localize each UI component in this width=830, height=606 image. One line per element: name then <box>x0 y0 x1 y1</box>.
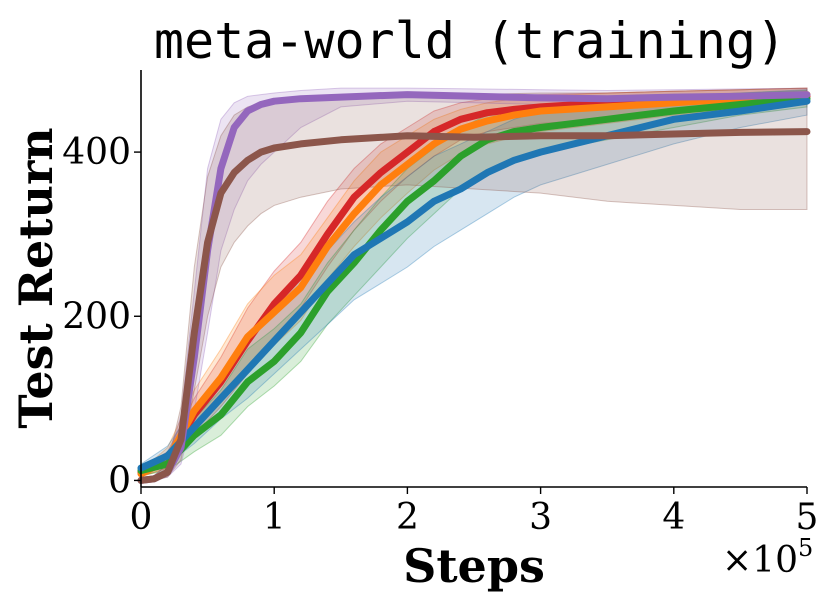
x-tick-label: 4 <box>662 497 685 538</box>
band-series-3 <box>140 89 808 477</box>
y-ticks: 0 200 400 <box>62 132 141 501</box>
confidence-bands <box>140 87 808 481</box>
x-tick-label: 5 <box>796 497 819 538</box>
y-tick-label: 0 <box>108 460 131 501</box>
x-multiplier-base: ×10 <box>722 540 798 581</box>
chart-title: meta-world (training) <box>154 12 786 70</box>
band-series-6 <box>140 87 808 481</box>
x-multiplier-exponent: 5 <box>798 534 813 562</box>
x-tick-label: 0 <box>130 497 153 538</box>
series-lines <box>137 91 811 484</box>
x-axis-label: Steps <box>403 539 545 593</box>
x-multiplier: ×105 <box>722 534 813 581</box>
x-tick-label: 3 <box>529 497 552 538</box>
y-axis-label: Test Return <box>9 127 63 428</box>
line-series-6 <box>137 128 811 484</box>
line-series-3 <box>137 95 811 475</box>
y-tick-label: 200 <box>62 296 131 337</box>
x-tick-label: 2 <box>396 497 419 538</box>
x-ticks: 0 1 2 3 4 5 <box>130 487 819 538</box>
line-series-2 <box>137 91 811 478</box>
x-tick-label: 1 <box>263 497 286 538</box>
y-tick-label: 400 <box>62 132 131 173</box>
